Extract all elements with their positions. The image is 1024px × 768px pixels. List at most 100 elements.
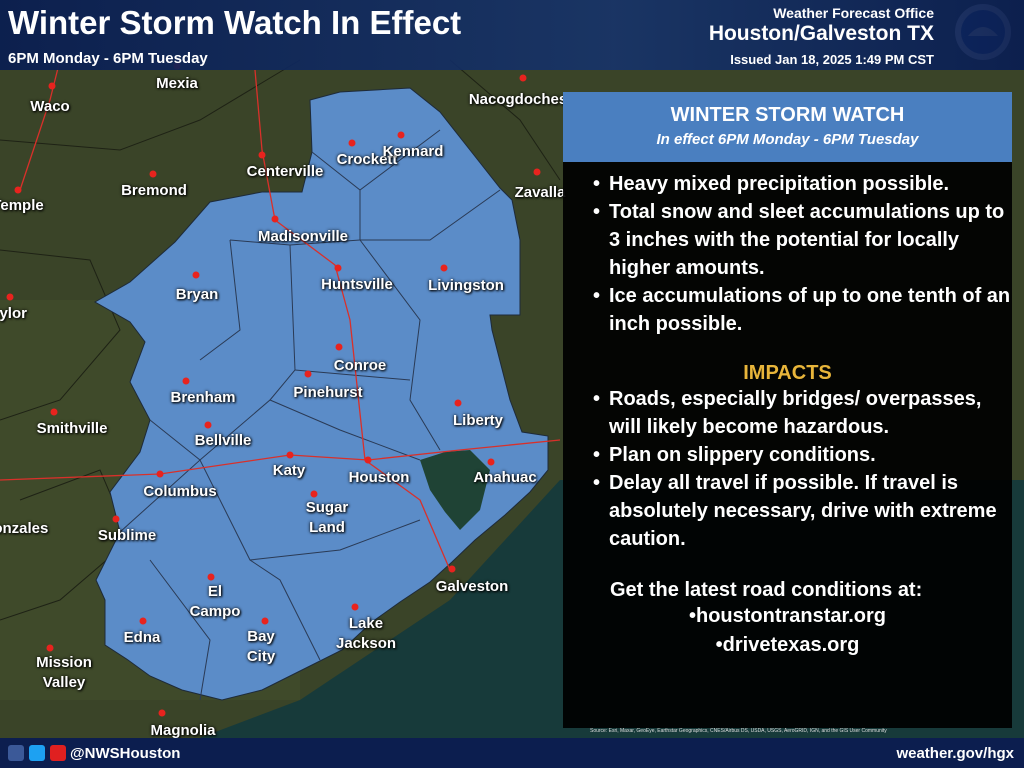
city-dot <box>261 617 269 625</box>
city-dot <box>6 293 14 301</box>
city-dot <box>204 421 212 429</box>
city-dots <box>6 62 541 717</box>
city-label: Kennard <box>382 143 444 160</box>
city-label: Sugar Land <box>305 499 349 536</box>
city-label: Bellville <box>194 432 252 449</box>
city-dot <box>271 215 279 223</box>
youtube-icon[interactable] <box>50 745 66 761</box>
impact: Delay all travel if possible. If travel … <box>593 469 1012 553</box>
website[interactable]: weather.gov/hgx <box>896 745 1014 762</box>
city-dot <box>156 470 164 478</box>
link[interactable]: drivetexas.org <box>563 631 1012 660</box>
city-dot <box>440 264 448 272</box>
impacts-heading: IMPACTS <box>743 362 832 384</box>
city-dot <box>46 644 54 652</box>
watch-area <box>93 87 549 701</box>
highways <box>0 59 561 571</box>
city-label: Centerville <box>246 163 324 180</box>
city-dot <box>149 170 157 178</box>
city-label: Brenham <box>170 389 236 406</box>
city-dot <box>454 399 462 407</box>
office: Weather Forecast Office <box>773 5 934 21</box>
city-dot <box>335 343 343 351</box>
city-dot <box>397 131 405 139</box>
facebook-icon[interactable] <box>8 745 24 761</box>
city-label: Conroe <box>333 357 387 374</box>
city-dot <box>48 82 56 90</box>
links-intro: Get the latest road conditions at: <box>610 579 923 601</box>
city-label: Smithville <box>36 420 108 437</box>
city-label: Livingston <box>428 277 504 294</box>
county-lines <box>119 129 501 701</box>
city-label: Bryan <box>175 286 219 303</box>
city-dot <box>192 271 200 279</box>
city-label: Crockett <box>336 151 398 168</box>
location: Houston/Galveston TX <box>708 22 934 45</box>
city-dot <box>351 603 359 611</box>
city-dot <box>519 74 527 82</box>
impact: Plan on slippery conditions. <box>593 441 1012 469</box>
city-dot <box>286 451 294 459</box>
bullet: Ice accumulations of up to one tenth of … <box>593 282 1012 338</box>
link-list: houstontranstar.orgdrivetexas.org <box>563 602 1012 660</box>
city-dot <box>448 565 456 573</box>
city-dot <box>348 139 356 147</box>
city-label: Sublime <box>97 527 157 544</box>
city-label: Nacogdoches <box>468 91 568 108</box>
city-dot <box>304 370 312 378</box>
city-label: Huntsville <box>321 276 393 293</box>
city-label: Houston <box>348 469 410 486</box>
city-dot <box>258 151 266 159</box>
city-label: Bremond <box>121 182 187 199</box>
city-label: Pinehurst <box>293 384 363 401</box>
title: Winter Storm Watch In Effect <box>8 4 462 41</box>
city-label: Anahuac <box>473 469 537 486</box>
city-dot <box>364 456 372 464</box>
city-dot <box>112 515 120 523</box>
city-label: Galveston <box>435 578 509 595</box>
city-label: Mission Valley <box>36 654 92 691</box>
city-dot <box>334 264 342 272</box>
city-dot <box>207 573 215 581</box>
city-dot <box>158 709 166 717</box>
panel-subheading: In effect 6PM Monday - 6PM Tuesday <box>656 131 919 148</box>
bullet: Total snow and sleet accumulations up to… <box>593 198 1012 282</box>
city-dot <box>50 408 58 416</box>
impact-list: Roads, especially bridges/ overpasses, w… <box>563 385 1012 553</box>
social-handle[interactable]: @NWSHouston <box>70 745 181 762</box>
city-label: Madisonville <box>257 228 349 245</box>
twitter-icon[interactable] <box>29 745 45 761</box>
city-label: Liberty <box>452 412 504 429</box>
city-label: Mexia <box>156 75 198 92</box>
city-label: Bay City <box>246 628 276 665</box>
city-label: Columbus <box>143 483 217 500</box>
city-dot <box>310 490 318 498</box>
bullet: Heavy mixed precipitation possible. <box>593 170 1012 198</box>
header: Winter Storm Watch In Effect 6PM Monday … <box>0 0 1024 70</box>
city-dot <box>139 617 147 625</box>
info-panel: WINTER STORM WATCH In effect 6PM Monday … <box>563 92 1012 728</box>
subtitle: 6PM Monday - 6PM Tuesday <box>8 50 208 67</box>
galveston-bay <box>420 450 490 530</box>
city-label: Taylor <box>0 305 27 322</box>
city-label: Temple <box>0 197 44 214</box>
city-label: Magnolia <box>150 722 216 739</box>
link[interactable]: houstontranstar.org <box>563 602 1012 631</box>
city-dot <box>182 377 190 385</box>
city-label: Lake Jackson <box>335 615 397 652</box>
city-dot <box>533 168 541 176</box>
city-label: Waco <box>30 98 70 115</box>
city-label: Gonzales <box>0 520 49 537</box>
bullet-list: Heavy mixed precipitation possible.Total… <box>563 170 1012 338</box>
city-dot <box>14 186 22 194</box>
footer: @NWSHouston weather.gov/hgx <box>0 738 1024 768</box>
issued: Issued Jan 18, 2025 1:49 PM CST <box>730 52 934 67</box>
city-label: Katy <box>272 462 306 479</box>
panel-header: WINTER STORM WATCH In effect 6PM Monday … <box>563 92 1012 162</box>
impact: Roads, especially bridges/ overpasses, w… <box>593 385 1012 441</box>
city-label: Edna <box>123 629 161 646</box>
city-label: El Campo <box>189 583 241 620</box>
city-dot <box>487 458 495 466</box>
city-label: Zavalla <box>514 184 566 201</box>
